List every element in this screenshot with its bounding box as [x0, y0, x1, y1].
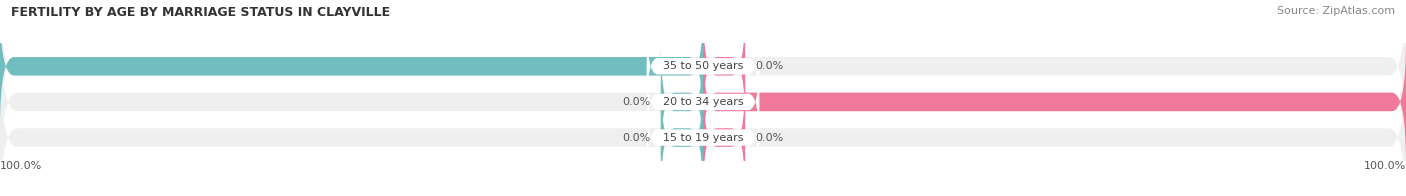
FancyBboxPatch shape [0, 58, 1406, 196]
FancyBboxPatch shape [0, 4, 703, 128]
Text: 15 to 19 years: 15 to 19 years [662, 132, 744, 142]
FancyBboxPatch shape [0, 22, 1406, 182]
FancyBboxPatch shape [647, 57, 759, 147]
Text: 0.0%: 0.0% [756, 132, 785, 142]
Text: 0.0%: 0.0% [621, 97, 650, 107]
Text: FERTILITY BY AGE BY MARRIAGE STATUS IN CLAYVILLE: FERTILITY BY AGE BY MARRIAGE STATUS IN C… [11, 6, 391, 19]
FancyBboxPatch shape [661, 40, 703, 164]
FancyBboxPatch shape [661, 75, 703, 196]
Text: 100.0%: 100.0% [0, 161, 42, 171]
FancyBboxPatch shape [0, 0, 1406, 146]
Text: 0.0%: 0.0% [756, 61, 785, 71]
FancyBboxPatch shape [703, 40, 1406, 164]
FancyBboxPatch shape [647, 92, 759, 183]
FancyBboxPatch shape [703, 4, 745, 128]
FancyBboxPatch shape [703, 75, 745, 196]
Text: 0.0%: 0.0% [621, 132, 650, 142]
Text: 100.0%: 100.0% [1364, 161, 1406, 171]
Text: 35 to 50 years: 35 to 50 years [662, 61, 744, 71]
Text: Source: ZipAtlas.com: Source: ZipAtlas.com [1277, 6, 1395, 16]
Text: 20 to 34 years: 20 to 34 years [662, 97, 744, 107]
FancyBboxPatch shape [647, 21, 759, 112]
